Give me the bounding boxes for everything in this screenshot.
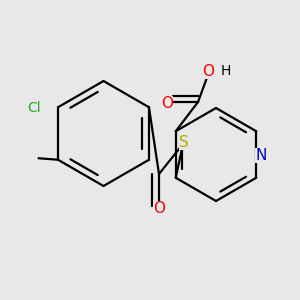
Text: O: O — [202, 64, 214, 79]
Text: N: N — [255, 148, 267, 163]
Text: S: S — [179, 135, 188, 150]
Text: O: O — [161, 96, 173, 111]
Text: Cl: Cl — [28, 101, 41, 115]
Text: H: H — [221, 64, 231, 78]
Text: O: O — [153, 201, 165, 216]
